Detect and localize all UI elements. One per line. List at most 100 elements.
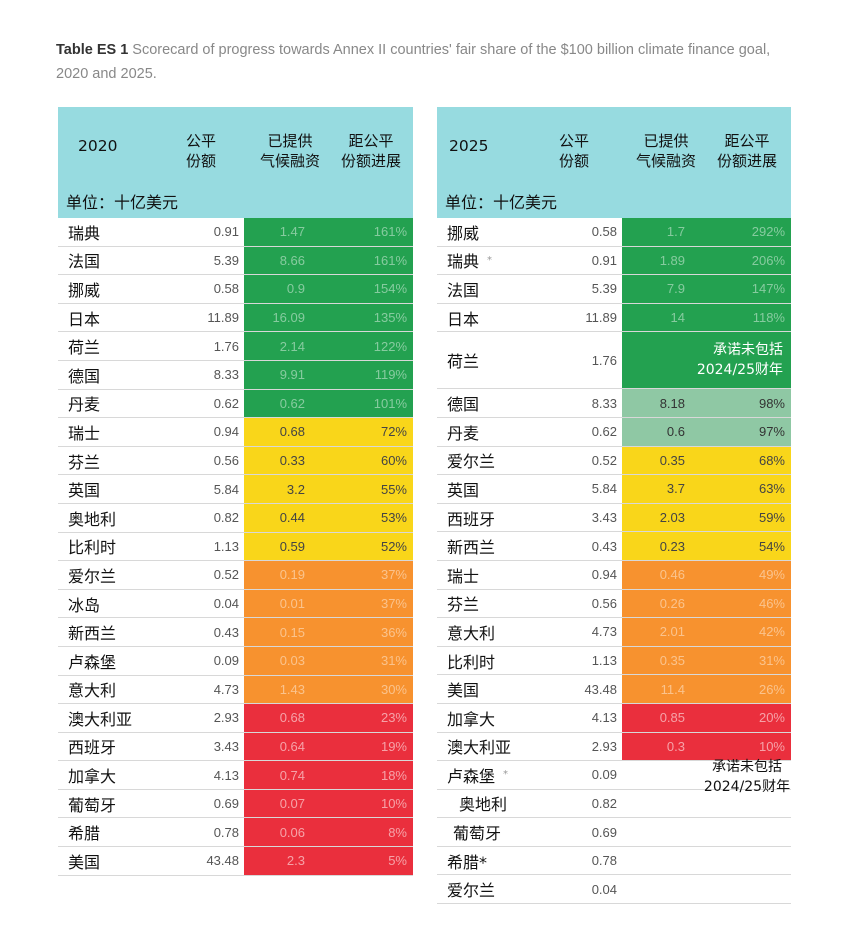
country-name: 丹麦 [447, 423, 480, 443]
fair-share-cell: 0.69 [213, 796, 239, 812]
country-name: 澳大利亚 [68, 709, 133, 729]
country-cell: 法国 [58, 247, 178, 275]
caption-text: Scorecard of progress towards Annex II c… [56, 42, 771, 82]
country-cell: 挪威 [58, 275, 178, 303]
country-name: 英国 [447, 480, 480, 500]
country-name: 挪威 [447, 223, 480, 243]
provided-finance-cell: 0.33 [244, 446, 327, 475]
fair-share-cell: 5.39 [591, 281, 617, 297]
note-not-included: 承诺未包括 2024/25财年 [703, 759, 791, 795]
table-row: 芬兰 0.56 0.33 60% [58, 446, 413, 476]
country-cell: 瑞士 [437, 561, 557, 589]
provided-finance-cell: 0.19 [244, 561, 327, 589]
fair-share-cell: 43.48 [206, 853, 239, 869]
country-name: 德国 [447, 395, 480, 415]
col-header-progress: 距公平 份额进展 [716, 132, 777, 170]
progress-cell [707, 847, 791, 875]
country-name: 意大利 [447, 623, 496, 643]
country-name: 意大利 [68, 681, 117, 701]
progress-cell: 42% [707, 618, 791, 646]
fair-share-cell: 0.58 [213, 281, 239, 297]
provided-finance-cell: 0.3 [622, 732, 707, 761]
progress-cell: 72% [327, 418, 413, 446]
country-name: 爱尔兰 [447, 881, 496, 901]
country-cell: 荷兰 [58, 332, 178, 360]
progress-cell: 30% [327, 675, 413, 704]
provided-finance-cell: 0.15 [244, 618, 327, 646]
fair-share-cell: 1.76 [213, 338, 239, 354]
fair-share-cell: 0.94 [213, 424, 239, 440]
country-cell: 爱尔兰 [437, 447, 557, 475]
table-row: 比利时 1.13 0.35 31% [437, 646, 791, 676]
country-cell: 奥地利 [437, 790, 557, 818]
table-row: 日本 11.89 16.09 135% [58, 303, 413, 333]
provided-finance-cell: 0.35 [622, 646, 707, 675]
table-row: 美国 43.48 2.3 5% [58, 847, 413, 876]
country-name: 瑞典 [68, 223, 101, 243]
country-cell: 爱尔兰 [437, 875, 557, 903]
progress-cell [707, 818, 791, 846]
fair-share-cell: 0.78 [591, 853, 617, 869]
table-row: 意大利 4.73 2.01 42% [437, 618, 791, 647]
country-name: 新西兰 [68, 624, 117, 644]
provided-finance-cell: 9.91 [244, 360, 327, 389]
country-cell: 瑞士 [58, 418, 178, 446]
country-cell: 德国 [58, 361, 178, 389]
table-row: 丹麦 0.62 0.6 97% [437, 417, 791, 447]
country-name: 冰岛 [68, 595, 101, 615]
progress-cell: 98% [707, 389, 791, 417]
table-row: 冰岛 0.04 0.01 37% [58, 589, 413, 619]
country-cell: 冰岛 [58, 590, 178, 618]
country-name: 卢森堡 [447, 766, 496, 786]
country-cell: 西班牙 [437, 504, 557, 532]
progress-cell: 55% [327, 475, 413, 503]
fair-share-cell: 0.04 [591, 881, 617, 897]
provided-finance-cell [622, 875, 707, 903]
fair-share-cell: 1.13 [213, 538, 239, 554]
table-row: 瑞士 0.94 0.68 72% [58, 418, 413, 447]
table-row: 新西兰 0.43 0.23 54% [437, 532, 791, 561]
progress-cell: 68% [707, 446, 791, 475]
provided-finance-cell: 1.43 [244, 675, 327, 704]
country-name: 挪威 [68, 280, 101, 300]
fair-share-cell: 0.62 [213, 395, 239, 411]
provided-finance-cell: 0.46 [622, 560, 707, 589]
table-row: 法国 5.39 7.9 147% [437, 275, 791, 304]
progress-cell: 23% [327, 704, 413, 732]
col-header-progress: 距公平 份额进展 [340, 132, 401, 170]
country-cell: 德国 [437, 389, 557, 417]
footnote-mark: * [503, 769, 509, 781]
country-cell: 法国 [437, 275, 557, 303]
progress-cell: 18% [327, 761, 413, 789]
fair-share-cell: 4.73 [213, 681, 239, 697]
table-row: 荷兰 1.76 2.14 122% [58, 332, 413, 361]
col-header-provided: 已提供 气候融资 [259, 132, 320, 170]
fair-share-cell: 43.48 [584, 681, 617, 697]
table-row: 英国 5.84 3.7 63% [437, 475, 791, 504]
country-name: 瑞典 [447, 252, 480, 272]
country-name: 葡萄牙 [68, 795, 117, 815]
table-row: 爱尔兰 0.52 0.35 68% [437, 446, 791, 476]
provided-finance-cell [622, 761, 707, 789]
table-row: 卢森堡 0.09 0.03 31% [58, 646, 413, 676]
country-cell: 加拿大 [58, 761, 178, 789]
country-name: 丹麦 [68, 395, 101, 415]
table-row: 新西兰 0.43 0.15 36% [58, 618, 413, 647]
progress-cell: 161% [327, 218, 413, 246]
fair-share-cell: 0.91 [213, 224, 239, 240]
provided-finance-cell: 16.09 [244, 303, 327, 332]
table-row: 瑞士 0.94 0.46 49% [437, 560, 791, 590]
fair-share-cell: 4.13 [213, 767, 239, 783]
provided-finance-cell: 1.47 [244, 218, 327, 246]
unit-label: 单位：十亿美元 [66, 193, 179, 212]
fair-share-cell: 5.84 [591, 481, 617, 497]
table-row: 奥地利 0.82 0.44 53% [58, 503, 413, 533]
country-cell: 丹麦 [58, 390, 178, 418]
country-cell: 新西兰 [437, 532, 557, 560]
country-name: 日本 [447, 309, 480, 329]
provided-finance-cell [622, 847, 707, 875]
country-cell: 日本 [58, 304, 178, 332]
scorecard-table-2025: 2025 公平 份额 已提供 气候融资 距公平 份额进展 单位：十亿美元 挪威 0.58… [437, 107, 791, 905]
table-body-2020: 瑞典 0.91 1.47 161% 法国 5.39 8.66 161% 挪威 0.58 0.9 154… [58, 218, 413, 876]
col-header-provided: 已提供 气候融资 [635, 132, 696, 170]
